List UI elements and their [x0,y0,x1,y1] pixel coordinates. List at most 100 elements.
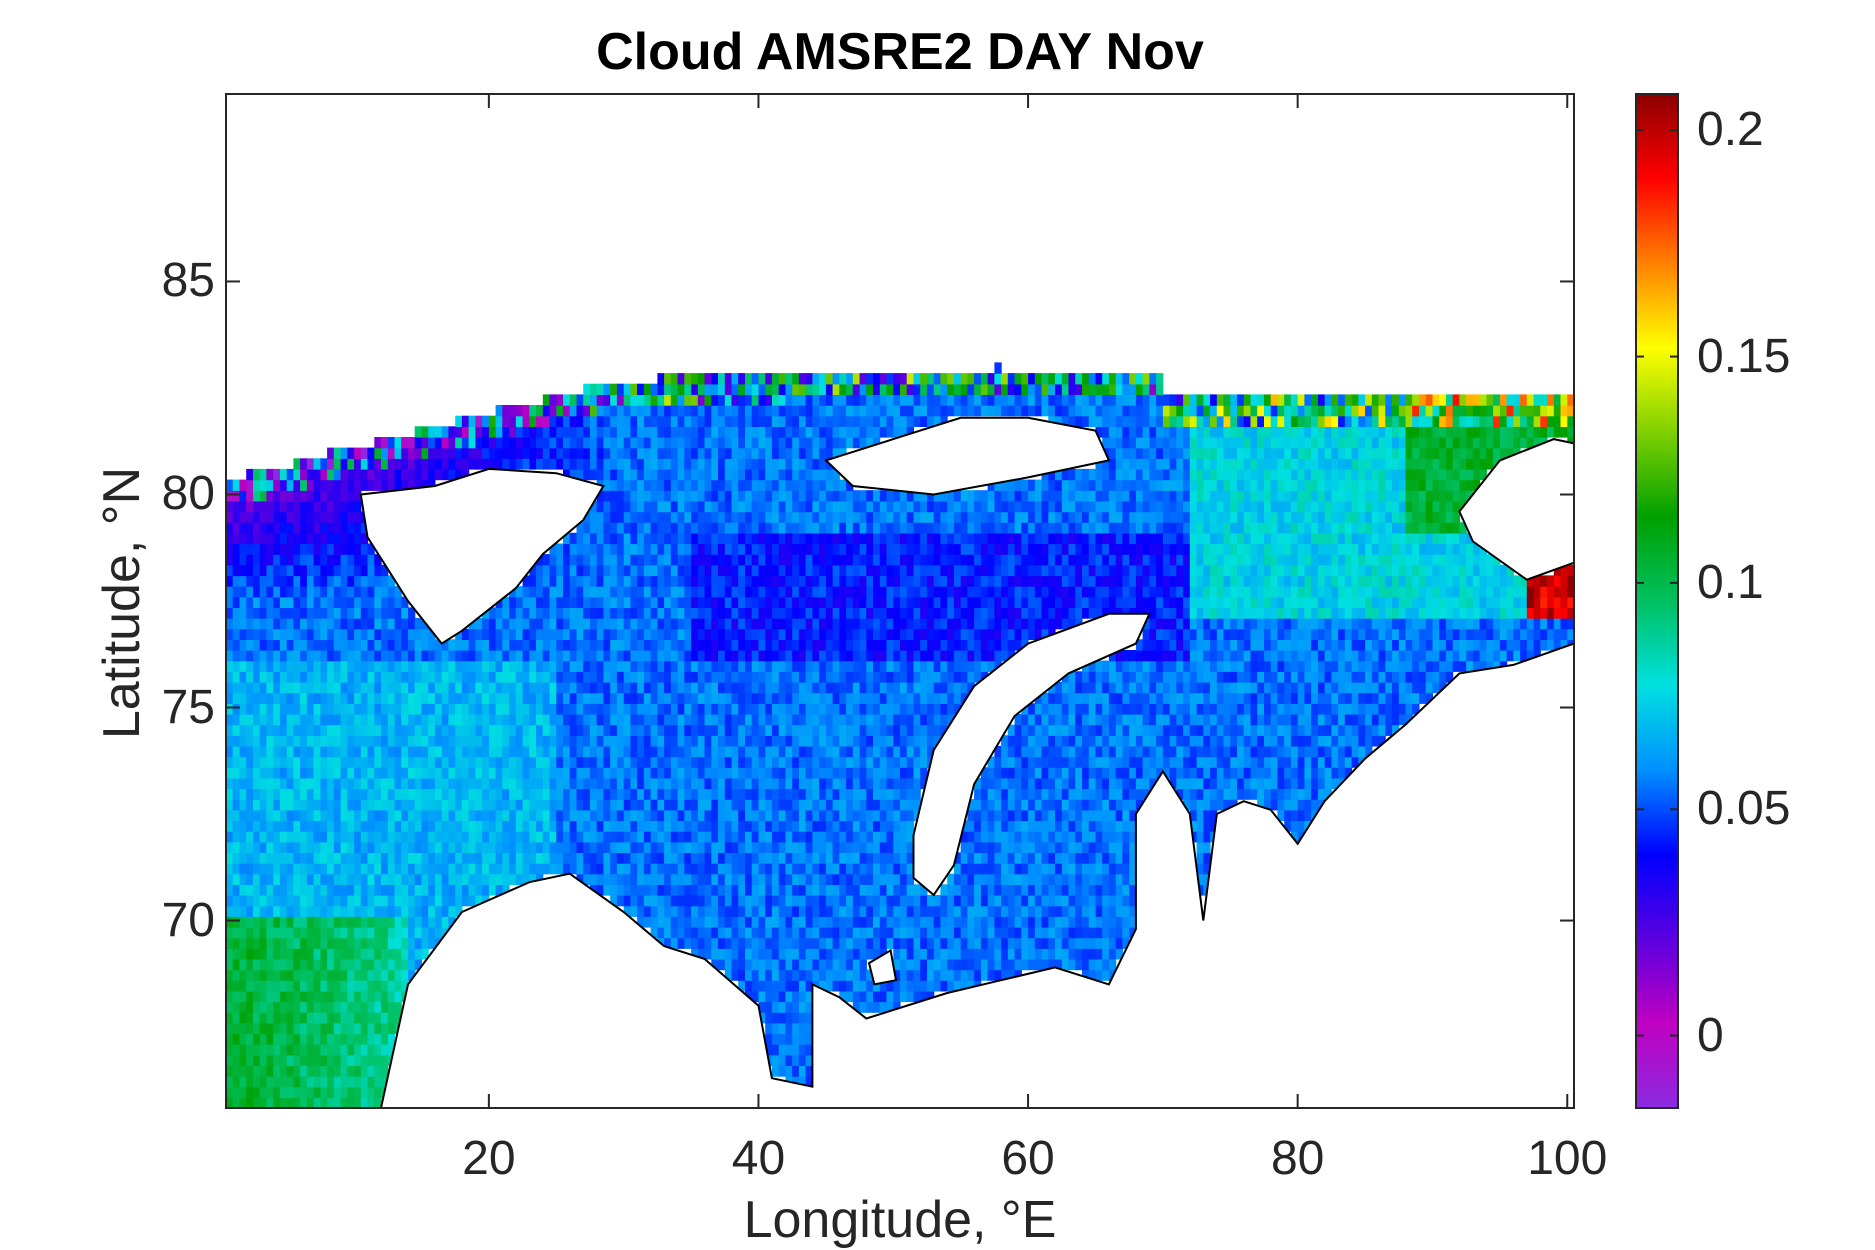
heatmap-cell [1243,745,1251,758]
heatmap-cell [765,777,773,790]
heatmap-cell [987,873,995,885]
heatmap-cell [360,745,369,758]
heatmap-cell [1082,969,1090,981]
heatmap-cell [866,745,874,758]
heatmap-cell [408,937,416,949]
heatmap-cell [320,1001,328,1013]
heatmap-cell [1068,841,1076,853]
heatmap-cell [1135,650,1144,662]
heatmap-cell [900,990,908,1003]
heatmap-cell [354,980,362,992]
heatmap-cell [1135,756,1144,768]
heatmap-cell [1162,660,1171,672]
heatmap-cell [327,831,335,843]
heatmap-cell [1378,735,1386,747]
heatmap-cell [509,735,517,747]
heatmap-cell [879,671,888,683]
heatmap-cell [522,735,530,747]
heatmap-cell [603,713,611,726]
heatmap-cell [340,671,348,683]
heatmap-cell [819,660,827,672]
heatmap-cell [893,788,901,800]
heatmap-cell [812,916,820,928]
heatmap-cell [906,767,914,779]
heatmap-cell [711,639,719,651]
heatmap-cell [812,767,820,779]
heatmap-cell [664,905,672,917]
heatmap-cell [1398,681,1407,694]
heatmap-cell [1135,735,1144,747]
heatmap-cell [1034,809,1043,822]
heatmap-cell [664,628,672,640]
heatmap-cell [563,820,571,832]
heatmap-cell [832,937,840,949]
heatmap-cell [367,948,375,960]
heatmap-cell [434,650,443,662]
heatmap-cell [542,841,551,853]
heatmap-cell [1034,724,1043,736]
heatmap-cell [1007,905,1016,917]
heatmap-cell [967,809,975,822]
heatmap-cell [697,681,706,694]
heatmap-cell [879,735,888,747]
heatmap-cell [536,820,544,832]
heatmap-cell [1196,681,1204,694]
heatmap-cell [1061,799,1070,811]
heatmap-cell [347,916,355,928]
heatmap-cell [374,809,382,822]
heatmap-cell [1061,937,1070,949]
heatmap-cell [428,650,436,662]
heatmap-cell [704,916,712,928]
heatmap-cell [819,650,827,662]
heatmap-cell [1338,660,1346,672]
heatmap-cell [610,703,618,715]
heatmap-cell [691,799,699,811]
heatmap-cell [643,692,652,704]
heatmap-cell [387,767,396,779]
heatmap-cell [1068,681,1076,694]
heatmap-cell [461,788,470,800]
heatmap-cell [434,703,443,715]
heatmap-cell [515,724,524,736]
heatmap-cell [1129,852,1137,864]
heatmap-cell [1075,703,1083,715]
heatmap-cell [866,660,874,672]
heatmap-cell [1385,660,1393,672]
heatmap-cell [569,671,577,683]
heatmap-cell [825,735,834,747]
heatmap-cell [576,692,584,704]
heatmap-cell [408,916,416,928]
heatmap-cell [1095,681,1103,694]
heatmap-cell [1082,937,1090,949]
heatmap-cell [643,884,652,896]
heatmap-cell [987,863,995,875]
heatmap-cell [603,756,611,768]
heatmap-cell [529,831,537,843]
heatmap-cell [751,884,759,896]
heatmap-cell [279,703,288,715]
heatmap-cell [488,660,497,672]
heatmap-cell [765,895,773,907]
heatmap-cell [1358,745,1366,758]
heatmap-cell [792,639,800,651]
heatmap-cell [1055,916,1063,928]
heatmap-cell [1156,745,1164,758]
heatmap-cell [1048,884,1056,896]
heatmap-cell [327,799,335,811]
heatmap-cell [751,895,759,907]
heatmap-cell [616,660,625,672]
heatmap-cell [354,1076,362,1088]
heatmap-cell [1041,692,1049,704]
heatmap-cell [792,1001,800,1013]
heatmap-cell [360,990,369,1003]
heatmap-cell [515,735,524,747]
heatmap-cell [832,809,840,822]
heatmap-cell [293,660,301,672]
heatmap-cell [509,650,517,662]
heatmap-cell [273,948,281,960]
heatmap-cell [1088,831,1096,843]
heatmap-cell [738,809,746,822]
heatmap-cell [940,660,948,672]
heatmap-cell [1169,735,1177,747]
heatmap-cell [765,1001,773,1013]
